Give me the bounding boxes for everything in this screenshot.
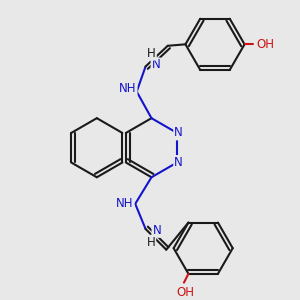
Text: N: N — [174, 156, 183, 169]
Text: NH: NH — [116, 197, 134, 210]
Text: N: N — [174, 126, 183, 140]
Text: N: N — [152, 224, 161, 237]
Text: N: N — [152, 58, 160, 71]
Text: H: H — [146, 236, 155, 249]
Text: NH: NH — [119, 82, 136, 95]
Text: OH: OH — [176, 286, 194, 299]
Text: H: H — [147, 47, 156, 60]
Text: OH: OH — [257, 38, 275, 51]
